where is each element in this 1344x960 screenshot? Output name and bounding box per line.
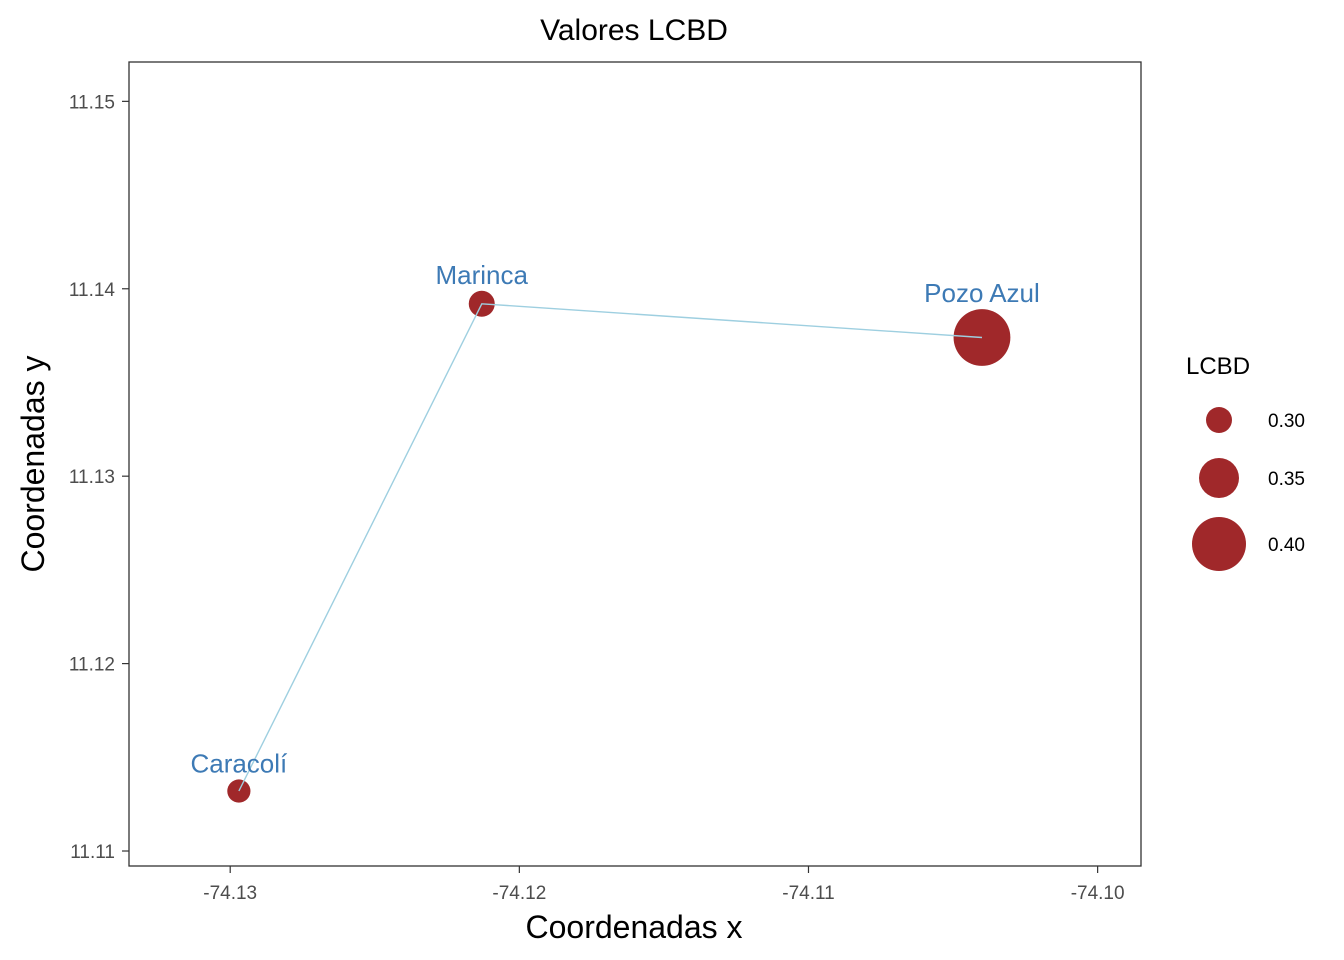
- legend: LCBD 0.30 0.35 0.40: [1186, 353, 1305, 571]
- legend-label: 0.35: [1268, 469, 1305, 490]
- data-point-caracol-: [227, 779, 251, 803]
- connecting-path: [238, 303, 983, 792]
- legend-key: [1199, 458, 1239, 498]
- x-tick-label: -74.12: [492, 883, 546, 904]
- data-points: [227, 290, 1011, 803]
- axis-ticks: -74.13 -74.12 -74.11 -74.10 11.11 11.12 11.13 1…: [69, 92, 1125, 904]
- point-label: Marinca: [436, 260, 529, 290]
- point-label: Caracolí: [190, 748, 288, 778]
- legend-key: [1192, 517, 1246, 571]
- point-labels: Caracolí Marinca Pozo Azul: [190, 260, 1039, 779]
- x-tick-label: -74.13: [203, 883, 257, 904]
- y-axis-title: Coordenadas y: [15, 355, 51, 572]
- legend-label: 0.30: [1268, 411, 1305, 432]
- path-line: [238, 303, 983, 792]
- point-label: Pozo Azul: [924, 278, 1040, 308]
- y-tick-label: 11.13: [69, 467, 115, 488]
- plot-panel: [128, 61, 1142, 867]
- x-tick-label: -74.11: [782, 883, 834, 904]
- y-tick-label: 11.14: [69, 280, 116, 301]
- x-tick-label: -74.10: [1071, 883, 1125, 904]
- y-tick-label: 11.15: [69, 92, 115, 113]
- legend-key: [1206, 407, 1232, 433]
- x-axis-title: Coordenadas x: [525, 909, 742, 945]
- y-tick-label: 11.11: [70, 842, 115, 863]
- chart-title: Valores LCBD: [540, 14, 728, 47]
- legend-title: LCBD: [1186, 353, 1250, 380]
- y-tick-label: 11.12: [69, 655, 115, 676]
- legend-label: 0.40: [1268, 535, 1305, 556]
